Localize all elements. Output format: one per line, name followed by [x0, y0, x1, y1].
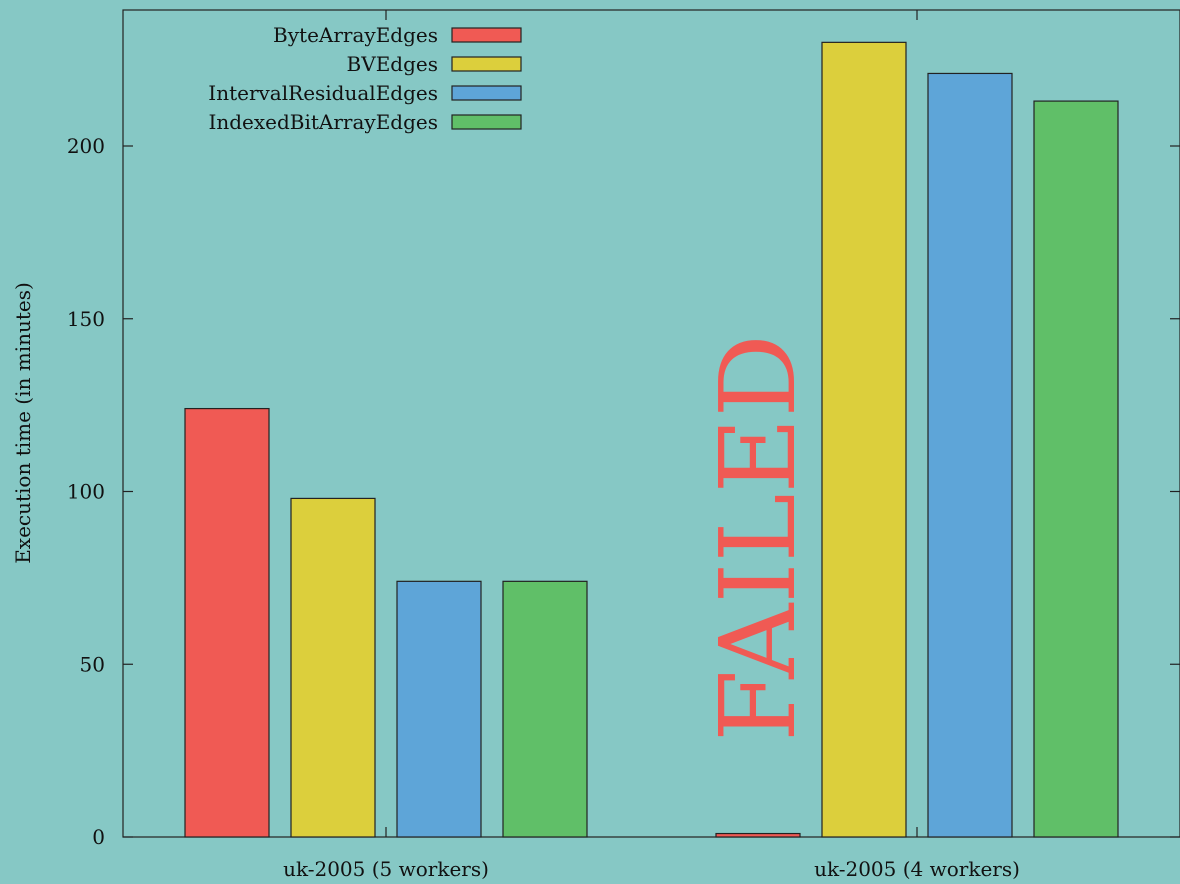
legend-swatch — [451, 27, 522, 43]
bars — [184, 41, 1119, 838]
legend-swatch — [451, 114, 522, 130]
legend-label: BVEdges — [347, 52, 438, 76]
y-tick-label: 0 — [92, 825, 105, 849]
bar-IndexedBitArrayEdges-1 — [1033, 100, 1119, 838]
legend-label: IndexedBitArrayEdges — [208, 110, 438, 134]
y-axis-title: Execution time (in minutes) — [11, 282, 35, 564]
annotations: FAILED — [697, 334, 819, 742]
y-tick-label: 50 — [80, 652, 105, 676]
x-axis: uk-2005 (5 workers) uk-2005 (4 workers) — [283, 10, 1020, 881]
bar-IntervalResidualEdges-1 — [927, 72, 1013, 838]
y-tick-label: 100 — [67, 480, 105, 504]
legend-label: IntervalResidualEdges — [208, 81, 438, 105]
bar-BVEdges-0 — [290, 497, 376, 838]
legend-label: ByteArrayEdges — [273, 23, 438, 47]
failed-annotation: FAILED — [697, 334, 819, 742]
legend: ByteArrayEdges BVEdges IntervalResidualEdg… — [208, 23, 522, 134]
x-tick-label: uk-2005 (4 workers) — [814, 857, 1020, 881]
y-tick-label: 200 — [67, 134, 105, 158]
plot-frame — [122, 9, 1180, 838]
x-tick-label: uk-2005 (5 workers) — [283, 857, 489, 881]
y-axis: 0 50 100 150 200 — [67, 134, 1180, 849]
bar-ByteArrayEdges-1 — [715, 832, 801, 838]
y-tick-label: 150 — [67, 307, 105, 331]
legend-swatch — [451, 85, 522, 101]
bar-IntervalResidualEdges-0 — [396, 580, 482, 838]
bar-BVEdges-1 — [821, 41, 907, 838]
bar-IndexedBitArrayEdges-0 — [502, 580, 588, 838]
bar-ByteArrayEdges-0 — [184, 407, 270, 838]
legend-swatch — [451, 56, 522, 72]
